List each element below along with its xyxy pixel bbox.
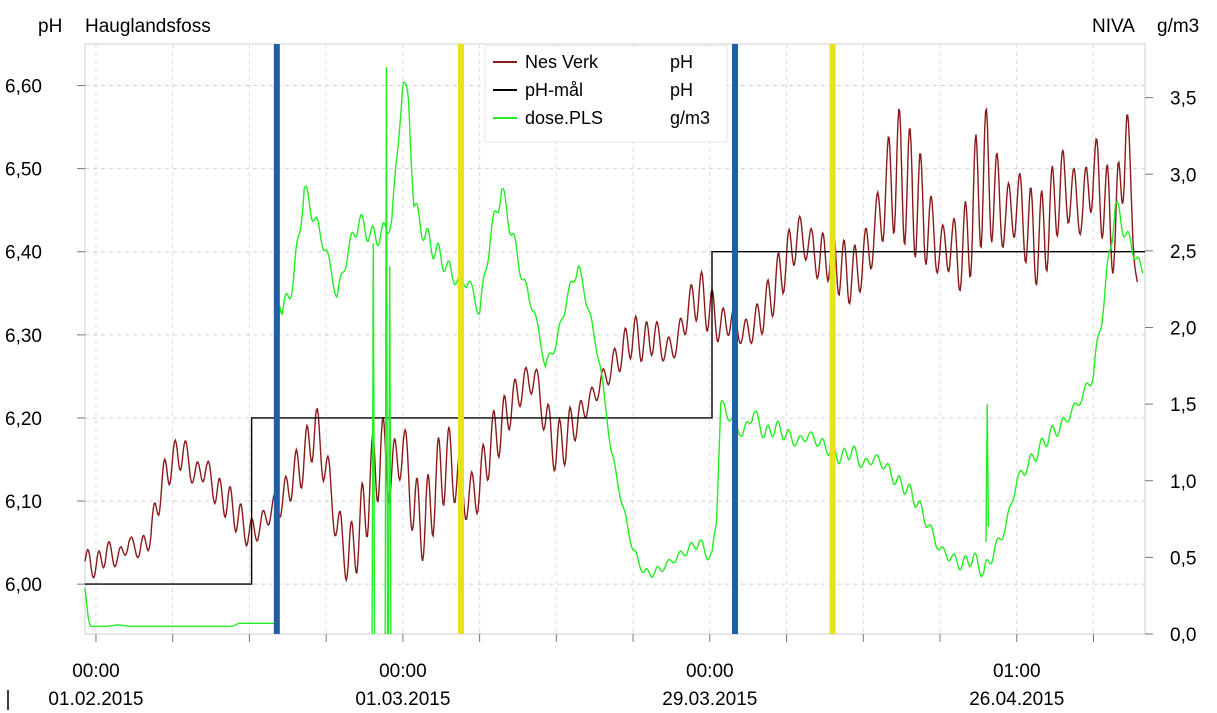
right-tick-label: 1,5 — [1170, 395, 1196, 416]
chart-title: Hauglandsfoss — [85, 16, 211, 37]
legend-series-name: pH-mål — [525, 80, 583, 100]
legend-series-unit: g/m3 — [670, 108, 710, 128]
right-axis-title: NIVA — [1092, 16, 1135, 37]
right-tick-label: 0,5 — [1170, 548, 1196, 569]
x-tick-time: 01:00 — [993, 661, 1041, 682]
left-tick-label: 6,60 — [5, 77, 42, 98]
legend: Nes Verk pH pH-mål pH dose.PLS g/m3 — [484, 45, 728, 143]
legend-series-unit: pH — [670, 52, 693, 72]
legend-series-name: dose.PLS — [525, 108, 603, 128]
left-tick-label: 6,00 — [5, 575, 42, 596]
right-tick-label: 3,0 — [1170, 165, 1196, 186]
right-tick-label: 0,0 — [1170, 625, 1196, 646]
series-layer — [84, 66, 1145, 635]
x-tick-time: 00:00 — [686, 661, 734, 682]
axes: 6,00 6,10 6,20 6,30 6,40 6,50 6,60 0,0 0,5 1,0 1,5… — [5, 77, 1196, 646]
series-line-0 — [84, 106, 1138, 583]
left-tick-label: 6,10 — [5, 492, 42, 513]
x-tick-date: 01.03.2015 — [355, 689, 450, 710]
x-axis-ticks: 00:00 01.02.2015 00:00 01.03.2015 00:00 29.03… — [48, 661, 1064, 710]
legend-series-name: Nes Verk — [525, 52, 599, 72]
left-tick-label: 6,40 — [5, 243, 42, 264]
x-tick-date: 01.02.2015 — [48, 689, 143, 710]
right-tick-label: 1,0 — [1170, 472, 1196, 493]
marker-layer — [273, 44, 836, 634]
legend-box — [484, 45, 728, 143]
series-spike — [371, 243, 376, 635]
left-tick-label: 6,50 — [5, 160, 42, 181]
x-tick-time: 00:00 — [379, 661, 427, 682]
series-spike — [985, 404, 990, 543]
x-tick-date: 29.03.2015 — [662, 689, 757, 710]
right-tick-label: 2,5 — [1170, 242, 1196, 263]
grid — [85, 44, 1145, 634]
series-spike — [384, 66, 389, 635]
right-axis-unit: g/m3 — [1157, 16, 1199, 37]
right-tick-label: 3,5 — [1170, 89, 1196, 110]
left-tick-label: 6,20 — [5, 409, 42, 430]
x-tick-time: 00:00 — [72, 661, 120, 682]
legend-series-unit: pH — [670, 80, 693, 100]
right-tick-label: 2,0 — [1170, 319, 1196, 340]
series-line-1 — [85, 250, 1145, 585]
left-tick-label: 6,30 — [5, 326, 42, 347]
x-tick-date: 26.04.2015 — [969, 689, 1064, 710]
series-line-2 — [84, 81, 1144, 627]
left-axis-unit: pH — [38, 16, 62, 37]
series-spike — [387, 266, 392, 635]
